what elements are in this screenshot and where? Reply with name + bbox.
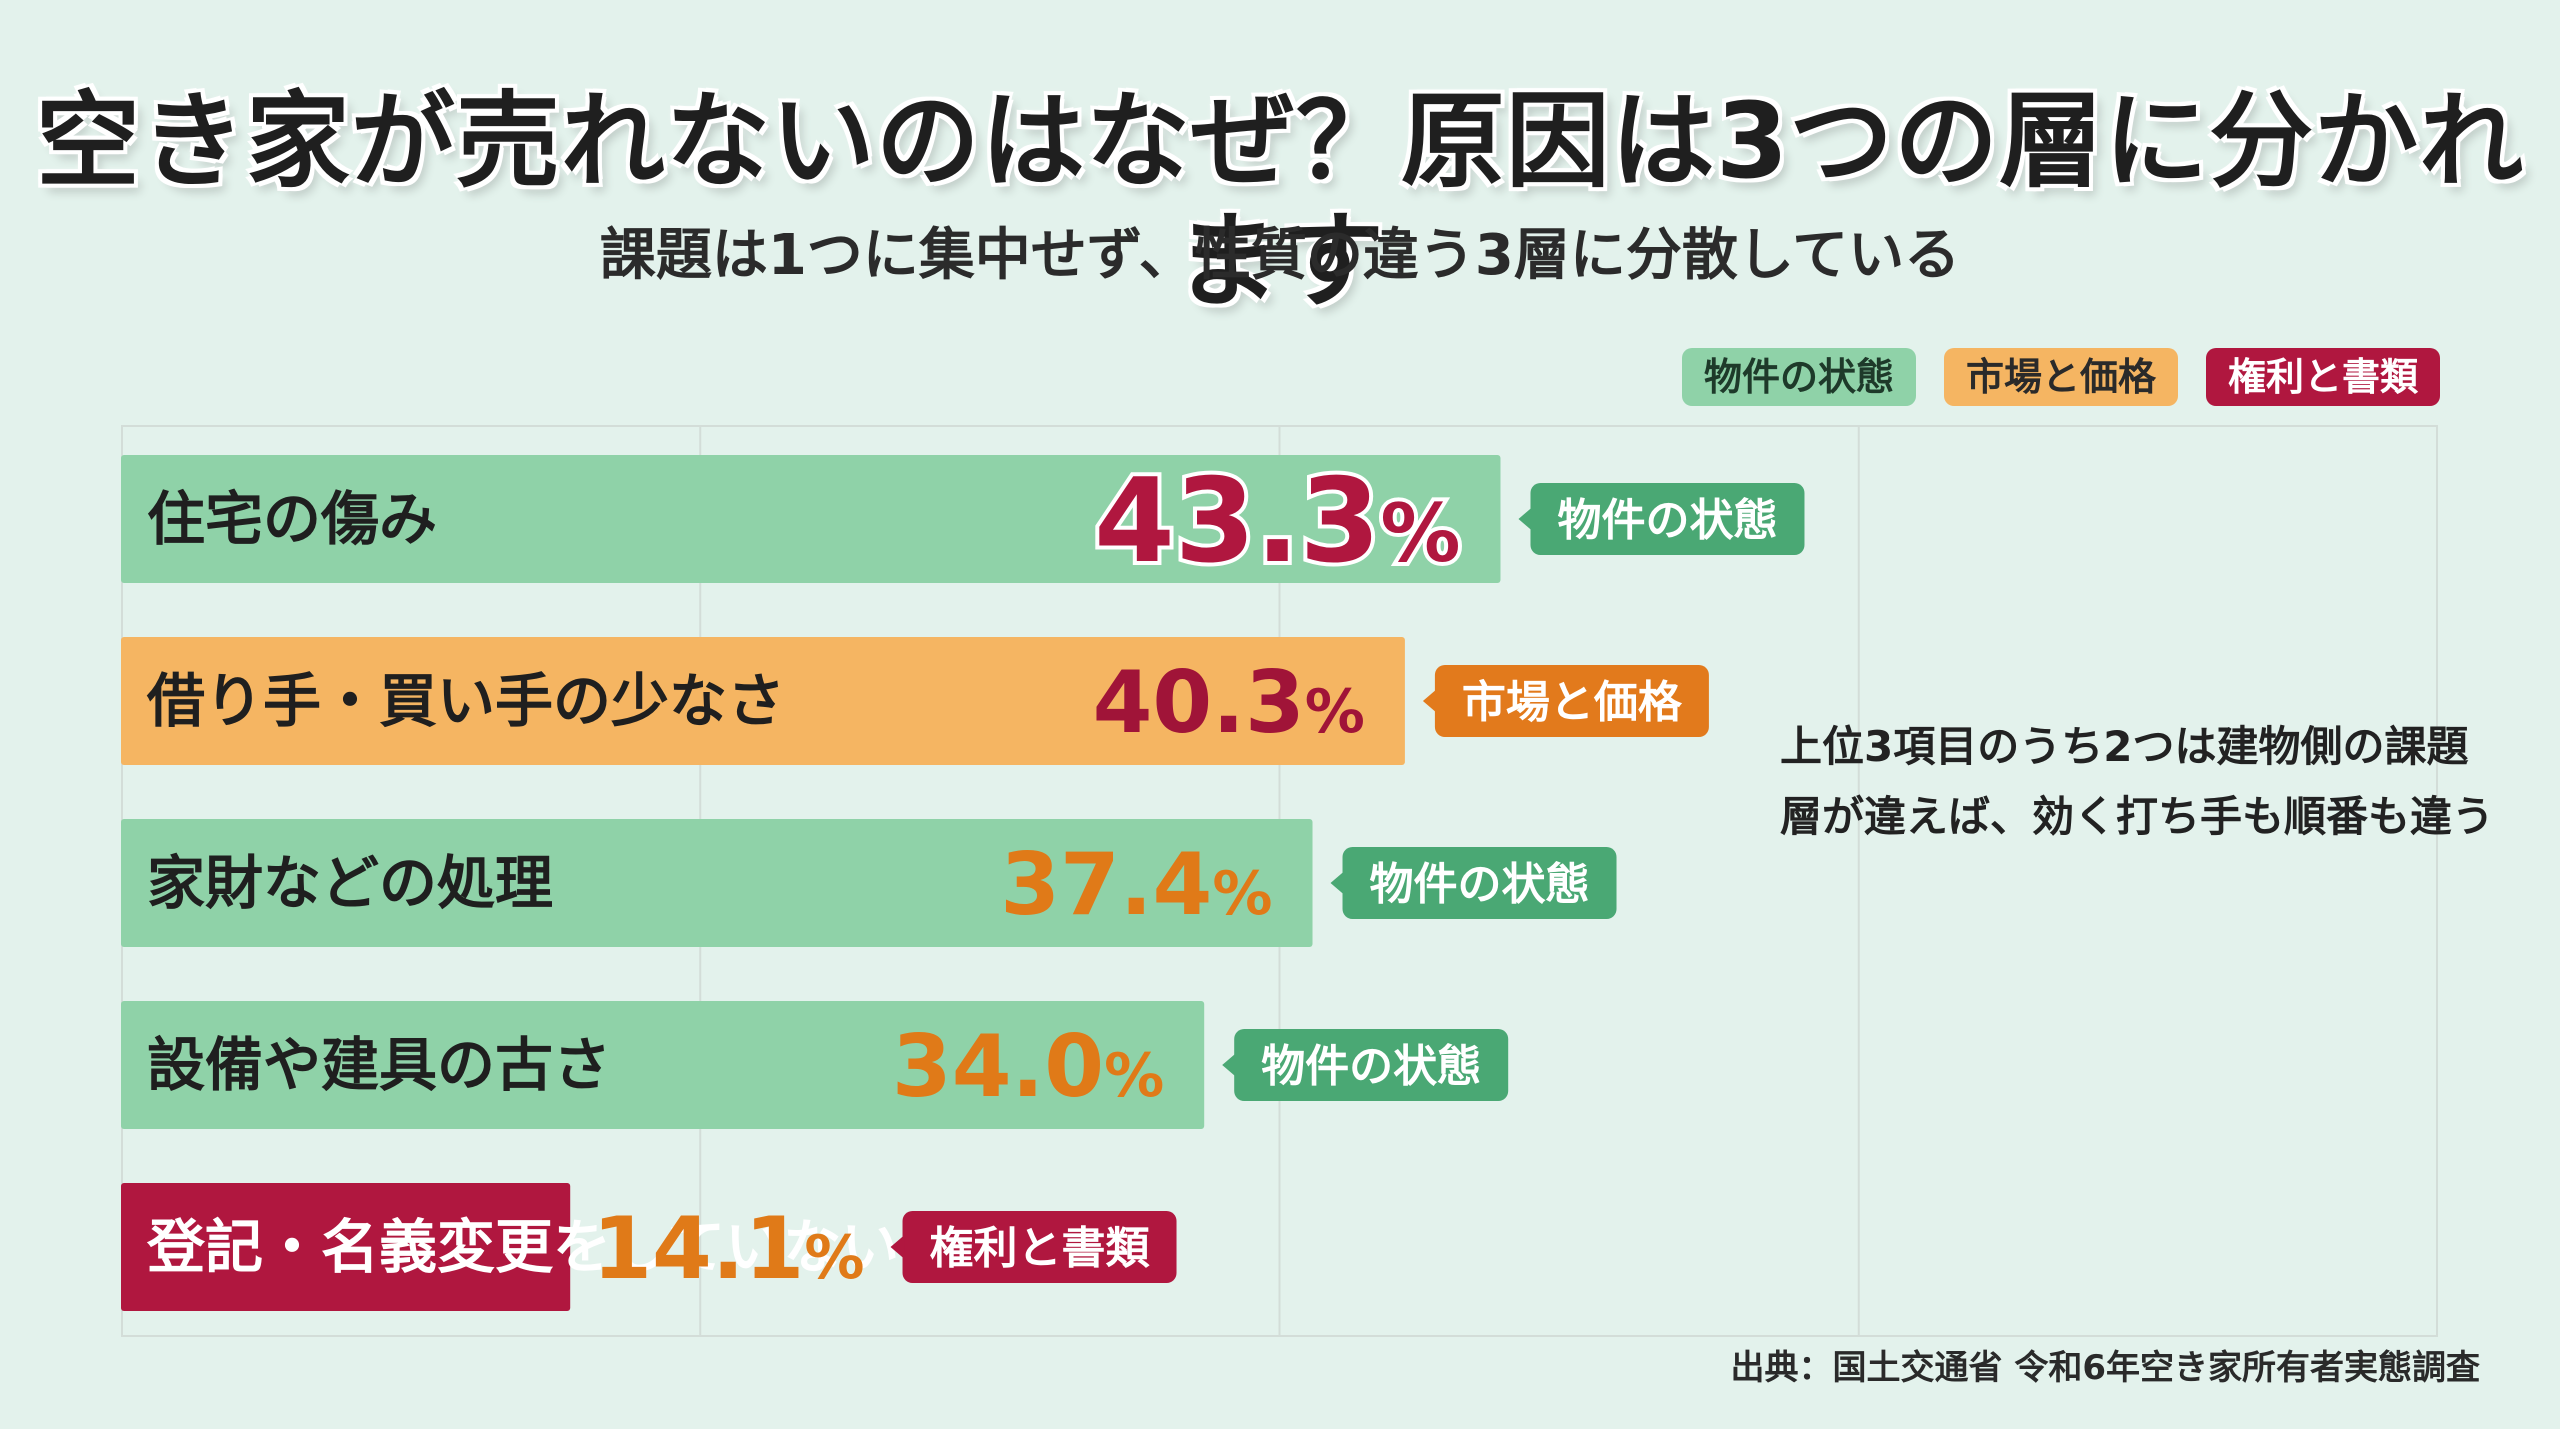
group-tag: 権利と書類 xyxy=(890,1211,1177,1283)
bar xyxy=(121,1001,1205,1129)
group-tag-bg xyxy=(1434,665,1709,737)
category-label: 借り手・買い手の少なさ xyxy=(146,667,785,735)
legend: 物件の状態 市場と価格 権利と書類 xyxy=(1681,348,2440,406)
group-tag-label: 物件の状態 xyxy=(1370,859,1590,910)
data-label: 14.1% xyxy=(592,1199,864,1299)
group-tag: 市場と価格 xyxy=(1422,665,1709,737)
annotation-note: 上位3項目のうち2つは建物側の課題 層が違えば、効く打ち手も順番も違う xyxy=(1780,712,2494,852)
bar xyxy=(121,637,1405,765)
bar xyxy=(121,819,1313,947)
group-tag-pointer xyxy=(1222,1053,1237,1077)
group-tag-bg xyxy=(1342,847,1617,919)
group-tag-label: 物件の状態 xyxy=(1557,495,1777,546)
group-tag-pointer xyxy=(1518,507,1533,531)
chart-subtitle: 課題は1つに集中せず、性質の違う3層に分散している xyxy=(599,223,1961,288)
group-tag: 物件の状態 xyxy=(1518,483,1805,555)
category-label: 登記・名義変更をしていない xyxy=(146,1213,899,1281)
group-tag-pointer xyxy=(890,1235,905,1259)
group-tag-label: 物件の状態 xyxy=(1261,1041,1481,1092)
note-line-1: 上位3項目のうち2つは建物側の課題 xyxy=(1780,722,2469,771)
bar xyxy=(121,455,1501,583)
group-tag-label: 権利と書類 xyxy=(930,1223,1151,1274)
group-tag-bg xyxy=(902,1211,1177,1283)
chart-title: 空き家が売れないのはなぜ？原因は3つの層に分かれます xyxy=(35,80,2525,322)
data-label: 37.4% xyxy=(1000,835,1272,935)
data-label: 40.3% xyxy=(1093,653,1365,753)
plot-area: 住宅の傷み 43.3% 物件の状態 借り手・買い手の少なさ 40.3% 市場と価格 家財など… xyxy=(121,425,2438,1337)
category-label: 住宅の傷み xyxy=(147,485,437,553)
legend-item-rights: 権利と書類 xyxy=(2205,348,2440,406)
group-tag-bg xyxy=(1234,1029,1509,1101)
data-label: 34.0% xyxy=(892,1017,1164,1117)
group-tag-bg xyxy=(1530,483,1805,555)
data-label: 43.3% xyxy=(1094,454,1460,589)
bar xyxy=(121,1183,571,1311)
group-tag-label: 市場と価格 xyxy=(1462,677,1683,728)
category-label: 家財などの処理 xyxy=(147,849,553,917)
group-tag-pointer xyxy=(1330,871,1345,895)
category-label: 設備や建具の古さ xyxy=(147,1031,611,1099)
legend-item-market: 市場と価格 xyxy=(1943,348,2178,406)
note-line-2: 層が違えば、効く打ち手も順番も違う xyxy=(1780,792,2495,841)
group-tag-pointer xyxy=(1422,689,1437,713)
group-tag: 物件の状態 xyxy=(1330,847,1617,919)
legend-item-property: 物件の状態 xyxy=(1681,348,1916,406)
group-tag: 物件の状態 xyxy=(1222,1029,1509,1101)
source-citation: 出典：国土交通省 令和6年空き家所有者実態調査 xyxy=(1730,1348,2481,1388)
